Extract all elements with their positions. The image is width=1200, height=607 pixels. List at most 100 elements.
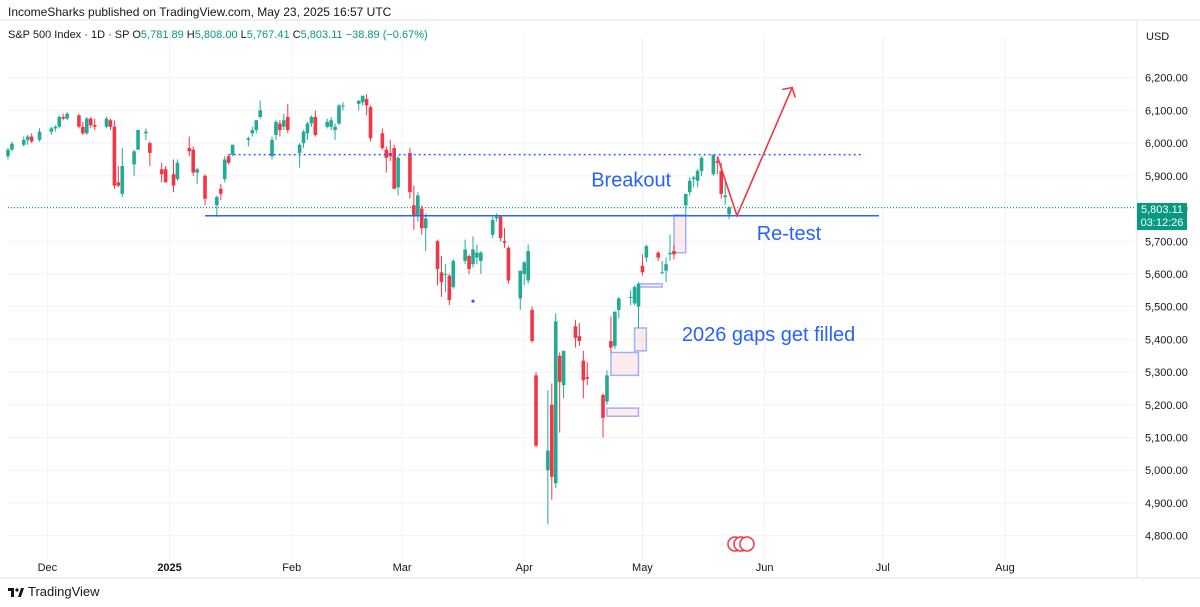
candle-body — [632, 287, 637, 304]
candle-body — [329, 120, 333, 127]
candle-body — [490, 219, 495, 235]
event-flag-icon — [739, 536, 755, 552]
projection-arrow — [716, 87, 793, 218]
candle-body — [309, 116, 314, 124]
candle-body — [258, 110, 262, 117]
gaps-label: 2026 gaps get filled — [682, 324, 855, 346]
candle-body — [112, 126, 117, 186]
candle-body — [683, 193, 688, 206]
candle-body — [534, 375, 538, 446]
candle-body — [506, 247, 511, 281]
candle-body — [605, 375, 609, 402]
candle-body — [337, 105, 341, 124]
candle-body — [616, 298, 621, 310]
countdown-tag: 03:12:26 — [1137, 216, 1187, 230]
candle-body — [21, 139, 26, 145]
candle-body — [250, 130, 255, 134]
tradingview-branding[interactable]: TradingView — [8, 584, 100, 599]
y-tick-label: 5,200.00 — [1145, 400, 1188, 412]
y-tick-label: 5,600.00 — [1145, 269, 1188, 281]
gap-box — [606, 407, 640, 418]
candle-body — [609, 341, 613, 348]
price-chart[interactable]: 4,800.00 4,900.00 5,000.00 5,100.00 5,200.00… — [0, 0, 1200, 580]
candle-body — [727, 207, 731, 215]
candle-body — [475, 252, 479, 258]
candle-body — [467, 255, 471, 270]
candle-body — [301, 131, 306, 144]
ohlc-low-label: L — [240, 29, 247, 41]
ohlc-change: −38.89 (−0.67%) — [345, 29, 428, 41]
candle-body — [37, 131, 42, 140]
breakout-label: Breakout — [591, 169, 671, 191]
x-tick-label: Apr — [516, 562, 533, 574]
gap-box — [633, 327, 648, 352]
candle-body — [416, 195, 420, 216]
candle-body — [502, 241, 507, 243]
ohlc-open-label: O — [132, 29, 141, 41]
candle-body — [368, 107, 373, 139]
y-tick-label: 6,000.00 — [1145, 138, 1188, 150]
candle-body — [577, 336, 582, 342]
symbol-bar: S&P 500 Index · 1D · SP O5,781.89 H5,808… — [8, 29, 428, 41]
ohlc-open: 5,781.89 — [140, 29, 184, 41]
candle-body — [364, 98, 369, 106]
currency-label[interactable]: USD — [1146, 31, 1170, 43]
ohlc-high: 5,808.00 — [194, 29, 238, 41]
projection-arrowhead — [782, 86, 796, 98]
candle-body — [471, 249, 475, 265]
branding-text: TradingView — [28, 584, 100, 599]
candle-body — [518, 270, 523, 299]
gap-box — [610, 351, 640, 377]
candle-body — [226, 156, 231, 163]
candle-body — [546, 450, 550, 471]
y-tick-label: 4,800.00 — [1145, 531, 1188, 543]
y-tick-label: 5,300.00 — [1145, 367, 1188, 379]
candle-body — [81, 126, 85, 134]
y-tick-label: 5,500.00 — [1145, 302, 1188, 314]
candle-body — [195, 169, 199, 173]
candle-body — [222, 159, 227, 180]
candle-body — [297, 144, 302, 153]
x-tick-label: Mar — [393, 562, 412, 574]
candle-body — [423, 218, 428, 229]
candle-body — [613, 311, 617, 346]
y-tick-label: 6,100.00 — [1145, 105, 1188, 117]
candle-body — [61, 116, 65, 119]
candle-body — [549, 404, 554, 477]
candle-body — [392, 148, 396, 189]
x-tick-label: Jun — [756, 562, 774, 574]
candle-body — [384, 149, 389, 158]
candle-body — [360, 95, 365, 103]
y-tick-label: 6,200.00 — [1145, 73, 1188, 85]
candle-body — [65, 113, 69, 119]
candle-body — [479, 252, 483, 261]
candle-body — [356, 100, 361, 104]
candle-body — [573, 326, 578, 338]
candle-body — [695, 170, 700, 181]
candle-body — [691, 177, 696, 180]
candle-body — [305, 123, 310, 134]
candle-body — [561, 350, 566, 386]
y-tick-label: 5,100.00 — [1145, 433, 1188, 445]
candle-body — [419, 208, 424, 229]
candle-body — [463, 249, 467, 261]
x-tick-label: Feb — [282, 562, 301, 574]
candle-body — [443, 273, 448, 275]
candle-body — [120, 166, 125, 194]
candle-body — [270, 139, 274, 157]
candle-body — [494, 216, 499, 219]
candle-body — [148, 143, 152, 153]
candle-body — [254, 120, 259, 131]
candle-body — [203, 175, 207, 199]
candle-body — [10, 143, 14, 150]
candle-body — [664, 264, 668, 271]
ohlc-close: 5,803.11 — [300, 29, 343, 41]
candle-body — [672, 251, 676, 255]
ohlc-close-label: C — [292, 29, 301, 41]
y-tick-label: 5,700.00 — [1145, 236, 1188, 248]
candle-body — [557, 355, 562, 382]
x-tick-label: Jul — [876, 562, 890, 574]
candle-body — [719, 170, 724, 194]
y-tick-label: 5,900.00 — [1145, 171, 1188, 183]
symbol-name[interactable]: S&P 500 Index · 1D · SP — [8, 29, 130, 41]
